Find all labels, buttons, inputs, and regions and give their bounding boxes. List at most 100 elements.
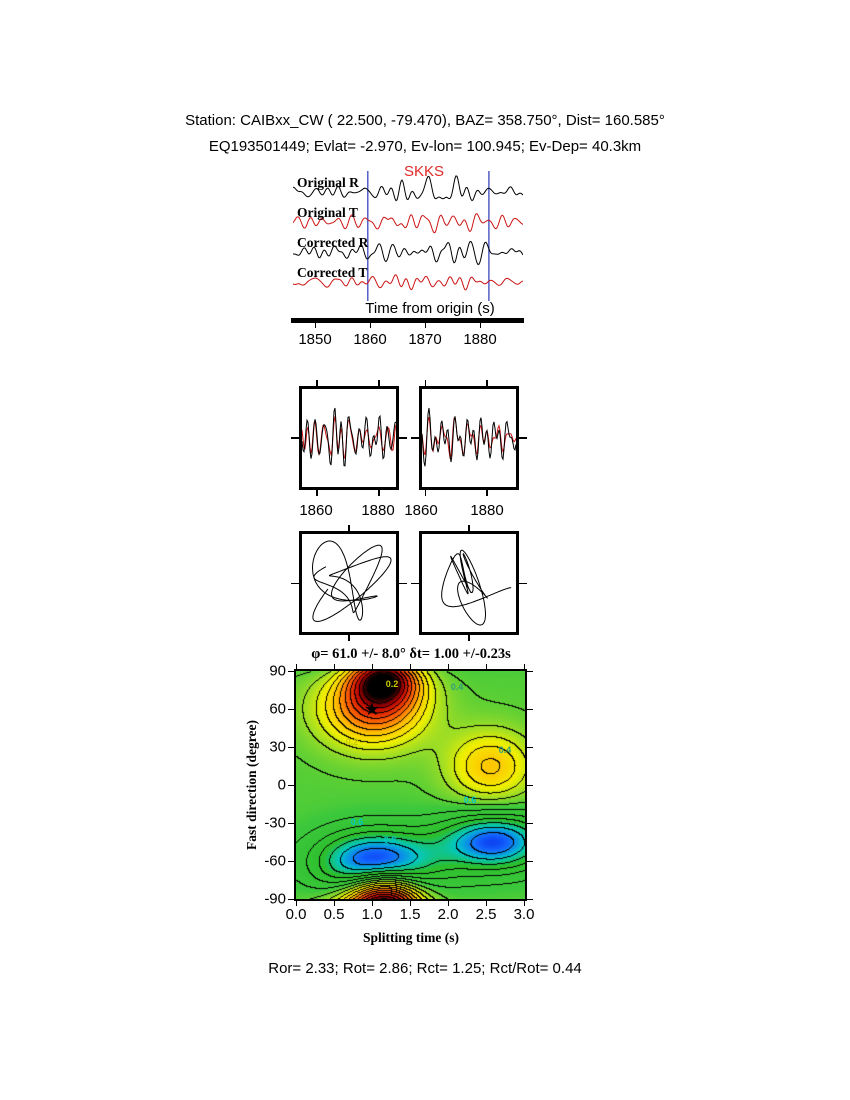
best-fit-marker: ★	[363, 699, 381, 719]
splitting-result-title: φ= 61.0 +/- 8.0° δt= 1.00 +/-0.23s	[311, 646, 511, 662]
tick-mark	[448, 664, 450, 669]
tick-mark	[296, 901, 298, 906]
pair2-tick-1860: 1860	[404, 502, 438, 519]
tick-mark	[288, 823, 294, 825]
particle-motion-panel-2	[419, 531, 519, 635]
quality-stats: Ror= 2.33; Rot= 2.86; Rct= 1.25; Rct/Rot…	[268, 960, 582, 977]
tick-mark	[291, 437, 299, 439]
contour-label: 0.4	[498, 745, 512, 755]
tick-mark	[334, 901, 336, 906]
tick-mark	[288, 785, 294, 787]
tick-mark	[480, 323, 482, 328]
dt-tick-0: 0.0	[285, 906, 307, 923]
particle-motion-plot-1	[312, 540, 392, 623]
tick-mark	[519, 582, 527, 585]
contour-label: 0.6	[463, 795, 477, 805]
waveform-path	[293, 213, 523, 234]
tick-mark	[448, 901, 450, 906]
waveform-compare-panel-1	[299, 386, 399, 490]
phase-label: SKKS	[404, 163, 445, 180]
time-tick-1880: 1880	[463, 331, 497, 348]
tick-mark	[370, 323, 372, 328]
tick-mark	[288, 671, 294, 673]
tick-mark	[519, 437, 527, 439]
tick-mark	[315, 323, 317, 328]
pair2-tick-1880: 1880	[470, 502, 504, 519]
particle-motion-panel-1	[299, 531, 399, 635]
tick-mark	[316, 380, 318, 386]
tick-mark	[378, 380, 380, 386]
tick-mark	[378, 490, 380, 496]
contour-label: 0.2	[385, 679, 399, 689]
tick-mark	[424, 380, 427, 386]
tick-mark	[399, 582, 407, 585]
pair1-tick-1860: 1860	[299, 502, 333, 519]
figure-subtitle: EQ193501449; Evlat= -2.970, Ev-lon= 100.…	[208, 138, 642, 155]
waveform-path	[422, 407, 516, 467]
tick-mark	[288, 899, 294, 901]
waveform-compare-plot-1	[302, 407, 396, 467]
contour-label: 0.2	[345, 737, 359, 747]
phi-tick-0: 0	[277, 776, 286, 794]
tick-mark	[296, 664, 298, 669]
contour-label: 0.4	[450, 682, 464, 692]
figure-title: Station: CAIBxx_CW ( 22.500, -79.470), B…	[185, 112, 665, 129]
tick-mark	[348, 525, 350, 531]
phi-tick-30: 30	[269, 738, 286, 756]
tick-mark	[527, 899, 533, 901]
dt-tick-05: 0.5	[323, 906, 345, 923]
tick-mark	[411, 582, 419, 585]
dt-tick-20: 2.0	[437, 906, 459, 923]
waveform-path	[293, 274, 523, 291]
trace-label-corrected-r: Corrected R	[297, 235, 369, 250]
dt-tick-25: 2.5	[475, 906, 497, 923]
time-axis-label: Time from origin (s)	[365, 300, 495, 317]
phi-tick-90: 90	[269, 662, 286, 680]
tick-mark	[411, 437, 419, 439]
waveform-path	[441, 549, 512, 626]
tick-mark	[527, 823, 533, 825]
tick-mark	[372, 664, 374, 669]
waveform-path	[302, 407, 396, 467]
tick-mark	[372, 901, 374, 906]
misfit-contour-plot	[296, 671, 525, 899]
tick-mark	[334, 664, 336, 669]
time-axis	[291, 318, 524, 323]
pair1-tick-1880: 1880	[361, 502, 395, 519]
seismogram-traces	[293, 171, 523, 301]
tick-mark	[316, 490, 318, 496]
dt-tick-10: 1.0	[361, 906, 383, 923]
tick-mark	[410, 664, 412, 669]
tick-mark	[425, 323, 427, 328]
time-tick-1850: 1850	[298, 331, 332, 348]
waveform-compare-plot-2	[422, 407, 516, 467]
waveform-compare-panel-2	[419, 386, 519, 490]
tick-mark	[399, 437, 407, 439]
contour-ylabel: Fast direction (degree)	[244, 720, 259, 850]
contour-xlabel: Splitting time (s)	[363, 930, 459, 945]
tick-mark	[410, 901, 412, 906]
contour-plot-frame	[294, 669, 527, 901]
tick-mark	[524, 901, 526, 906]
waveform-path	[293, 175, 523, 202]
contour-label: 0.8	[383, 835, 397, 845]
tick-mark	[348, 635, 350, 641]
trace-label-original-r: Original R	[297, 175, 359, 190]
tick-mark	[288, 709, 294, 711]
tick-mark	[485, 490, 488, 496]
tick-mark	[527, 709, 533, 711]
tick-mark	[527, 785, 533, 787]
phi-tick-m90: -90	[264, 890, 286, 908]
tick-mark	[486, 901, 488, 906]
waveform-path	[312, 540, 392, 623]
time-tick-1860: 1860	[353, 331, 387, 348]
tick-mark	[527, 671, 533, 673]
dt-tick-30: 3.0	[513, 906, 535, 923]
tick-mark	[486, 664, 488, 669]
dt-tick-15: 1.5	[399, 906, 421, 923]
trace-label-corrected-t: Corrected T	[297, 265, 368, 280]
phi-tick-m30: -30	[264, 814, 286, 832]
tick-mark	[288, 861, 294, 863]
tick-mark	[527, 747, 533, 749]
